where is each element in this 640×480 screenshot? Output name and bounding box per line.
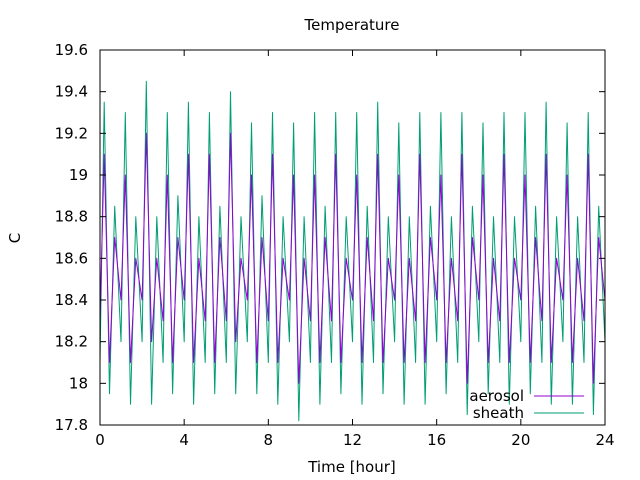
- y-tick-label: 18.8: [55, 208, 88, 226]
- y-axis: 17.8 18 18.2 18.4 18.6 18.8 19 19.2 19.4 19.6: [55, 41, 605, 434]
- y-tick-label: 19: [69, 166, 88, 184]
- series-line-aerosol: [99, 132, 606, 384]
- x-tick-label: 24: [595, 431, 614, 449]
- legend-label-aerosol: aerosol: [469, 387, 524, 405]
- series-layer: [99, 80, 606, 422]
- y-tick-label: 19.6: [55, 41, 88, 59]
- x-tick-label: 20: [511, 431, 530, 449]
- chart-title: Temperature: [303, 16, 399, 34]
- y-tick-label: 18.6: [55, 249, 88, 267]
- y-tick-label: 19.2: [55, 124, 88, 142]
- x-axis-label: Time [hour]: [307, 458, 396, 476]
- y-tick-label: 17.8: [55, 416, 88, 434]
- x-tick-label: 12: [343, 431, 362, 449]
- legend-label-sheath: sheath: [473, 404, 524, 422]
- series-line-sheath: [99, 80, 606, 422]
- y-tick-label: 18.4: [55, 291, 88, 309]
- plot-frame: [99, 49, 606, 426]
- x-tick-label: 8: [264, 431, 274, 449]
- y-tick-label: 18.2: [55, 333, 88, 351]
- y-tick-label: 18: [69, 374, 88, 392]
- x-tick-label: 4: [179, 431, 189, 449]
- x-axis: 0 4 8 12 16 20 24: [95, 50, 615, 449]
- x-tick-label: 0: [95, 431, 105, 449]
- y-tick-label: 19.4: [55, 83, 88, 101]
- y-axis-label: C: [6, 233, 24, 243]
- x-tick-label: 16: [427, 431, 446, 449]
